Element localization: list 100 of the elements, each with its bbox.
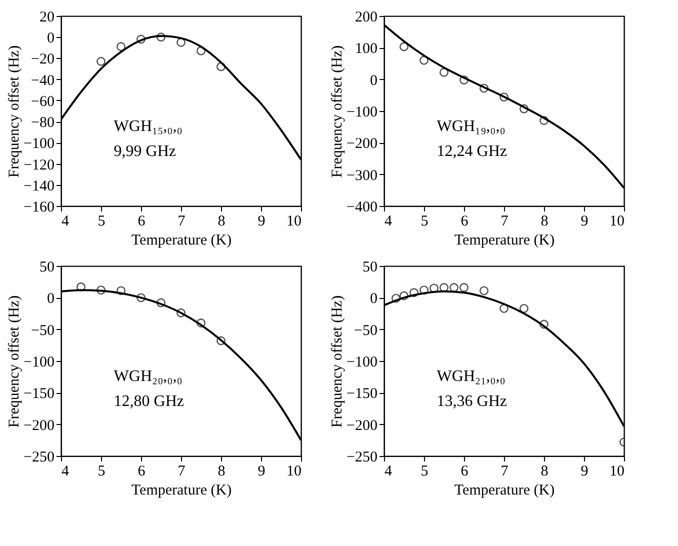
y-tick-label: −250 xyxy=(24,450,54,466)
point xyxy=(500,92,508,102)
x-tick-label: 10 xyxy=(610,214,624,230)
x-tick-label: 9 xyxy=(258,214,266,230)
x-tick-label: 5 xyxy=(420,214,428,230)
point xyxy=(450,283,458,292)
x-tick-label: 8 xyxy=(218,214,226,230)
y-tick-label: −140 xyxy=(24,178,54,194)
x-tick-label: 6 xyxy=(138,464,146,480)
y-axis-title: Frequency offset (Hz) xyxy=(6,295,23,428)
y-tick-label: −300 xyxy=(346,168,378,184)
x-tick-label: 9 xyxy=(258,464,266,480)
point xyxy=(96,56,106,66)
annotation: 13,36 GHz xyxy=(436,392,508,410)
y-tick-label: −400 xyxy=(346,200,378,216)
x-tick-label: 7 xyxy=(500,464,509,480)
y-tick-label: −150 xyxy=(346,386,378,402)
x-tick-label: 5 xyxy=(420,464,428,480)
y-tick-label: −80 xyxy=(31,115,54,132)
annotation: WGH₁₉,₀,₀ xyxy=(436,118,506,136)
x-tick-label: 7 xyxy=(500,214,509,230)
point xyxy=(116,286,126,296)
y-tick-label: −50 xyxy=(31,322,54,339)
annotation: 12,24 GHz xyxy=(436,142,508,160)
y-tick-label: 0 xyxy=(370,72,378,89)
point xyxy=(480,286,488,296)
x-axis-title: Temperature (K) xyxy=(131,232,232,248)
point xyxy=(196,46,206,56)
point xyxy=(520,304,528,313)
x-tick-label: 10 xyxy=(286,464,302,480)
y-tick-label: −100 xyxy=(24,354,54,370)
y-tick-label: −250 xyxy=(346,450,378,466)
x-tick-label: 10 xyxy=(286,214,302,230)
x-tick-label: 8 xyxy=(218,464,226,480)
x-tick-label: 7 xyxy=(178,214,186,230)
x-tick-label: 4 xyxy=(62,464,70,480)
point xyxy=(500,304,508,313)
x-tick-label: 8 xyxy=(540,464,548,480)
point xyxy=(156,32,166,42)
point xyxy=(176,38,186,47)
point xyxy=(196,318,206,328)
y-axis-title: Frequency offset (Hz) xyxy=(6,45,23,178)
point xyxy=(480,84,488,93)
point xyxy=(540,116,548,125)
point xyxy=(440,68,448,77)
point xyxy=(136,34,146,44)
annotation: WGH₁₅,₀,₀ xyxy=(114,118,182,136)
y-tick-label: −200 xyxy=(24,418,54,434)
point xyxy=(460,283,468,292)
x-tick-label: 9 xyxy=(580,214,588,230)
y-tick-label: 50 xyxy=(40,260,54,276)
annotation: WGH₂₀,₀,₀ xyxy=(114,368,182,386)
x-tick-label: 8 xyxy=(540,214,548,230)
y-tick-label: −20 xyxy=(31,52,54,68)
y-tick-label: −100 xyxy=(346,354,378,370)
y-tick-label: −160 xyxy=(24,200,54,216)
point xyxy=(156,298,166,308)
x-tick-label: 6 xyxy=(460,464,469,480)
y-tick-label: −100 xyxy=(24,136,54,152)
x-axis-title: Temperature (K) xyxy=(454,232,555,248)
point xyxy=(520,104,528,114)
y-tick-label: 0 xyxy=(370,291,378,308)
point xyxy=(392,294,400,303)
y-axis-title: Frequency offset (Hz) xyxy=(330,45,346,178)
y-tick-label: −120 xyxy=(24,157,54,174)
point xyxy=(96,286,106,295)
x-tick-label: 7 xyxy=(178,464,186,480)
y-tick-label: −40 xyxy=(31,72,54,89)
x-tick-label: 4 xyxy=(384,464,392,480)
y-tick-label: 200 xyxy=(355,10,378,26)
point xyxy=(540,320,548,329)
point xyxy=(420,56,428,65)
point xyxy=(400,291,408,300)
x-axis-title: Temperature (K) xyxy=(131,482,232,498)
point xyxy=(176,308,186,318)
point xyxy=(136,293,146,302)
x-tick-label: 5 xyxy=(98,214,106,230)
y-tick-label: −50 xyxy=(354,322,378,339)
x-tick-label: 4 xyxy=(62,214,70,230)
y-tick-label: 50 xyxy=(362,260,378,276)
x-tick-label: 6 xyxy=(138,214,146,230)
y-tick-label: −60 xyxy=(31,94,54,110)
x-axis-title: Temperature (K) xyxy=(454,482,555,498)
point xyxy=(400,42,408,52)
point xyxy=(410,288,418,298)
y-tick-label: 0 xyxy=(47,291,54,308)
y-tick-label: 20 xyxy=(40,10,54,26)
point xyxy=(216,62,226,72)
x-tick-label: 5 xyxy=(98,464,106,480)
x-tick-label: 4 xyxy=(384,214,392,230)
annotation: 12,80 GHz xyxy=(114,392,184,410)
y-tick-label: −200 xyxy=(346,418,378,434)
point xyxy=(76,282,86,292)
y-tick-label: −150 xyxy=(24,386,54,402)
y-axis-title: Frequency offset (Hz) xyxy=(330,295,346,428)
point xyxy=(420,286,428,295)
x-tick-label: 9 xyxy=(580,464,588,480)
x-tick-label: 6 xyxy=(460,214,469,230)
point xyxy=(216,336,226,346)
y-tick-label: −100 xyxy=(346,104,378,120)
